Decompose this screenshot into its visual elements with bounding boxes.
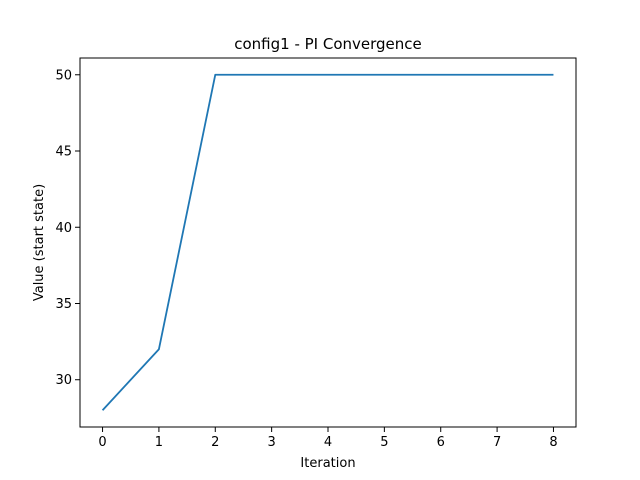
- y-tick-label: 40: [55, 221, 72, 236]
- y-tick-label: 50: [55, 68, 72, 83]
- x-tick-label: 6: [437, 435, 445, 450]
- chart-title: config1 - PI Convergence: [234, 35, 422, 53]
- series-line-0: [101, 73, 554, 411]
- plot-area: [101, 73, 554, 411]
- y-tick-label: 45: [55, 145, 72, 160]
- x-tick-label: 1: [155, 435, 163, 450]
- x-tick-label: 7: [493, 435, 501, 450]
- x-tick-label: 0: [98, 435, 106, 450]
- x-tick-label: 4: [324, 435, 332, 450]
- x-tick-label: 3: [267, 435, 275, 450]
- axes-frame: [79, 57, 577, 428]
- y-tick-label: 30: [55, 373, 72, 388]
- x-tick-label: 8: [549, 435, 557, 450]
- y-axis-ticks: 30 35 40 45 50: [55, 68, 80, 388]
- x-tick-label: 2: [211, 435, 219, 450]
- x-axis-label: Iteration: [300, 456, 355, 471]
- y-tick-label: 35: [55, 297, 72, 312]
- x-tick-label: 5: [380, 435, 388, 450]
- y-axis-label: Value (start state): [32, 184, 47, 301]
- x-axis-ticks: 0 1 2 3 4 5 6 7 8: [98, 427, 558, 450]
